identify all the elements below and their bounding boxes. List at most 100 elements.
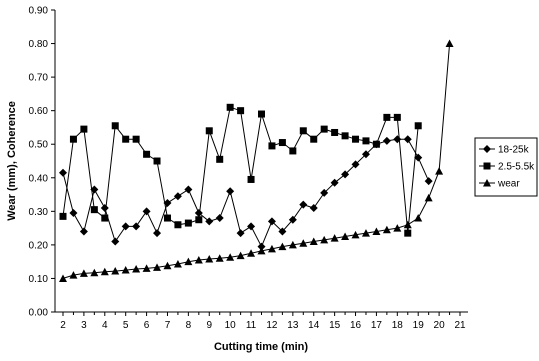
data-point-diamond	[236, 229, 245, 238]
data-point-square	[320, 125, 328, 133]
data-point-triangle	[330, 234, 339, 242]
data-point-triangle	[111, 267, 120, 275]
data-point-diamond	[205, 217, 214, 226]
data-point-triangle	[320, 235, 329, 244]
data-point-square	[237, 107, 245, 115]
data-point-diamond	[267, 217, 276, 226]
data-point-square	[101, 214, 109, 222]
data-point-diamond	[288, 215, 297, 224]
data-point-square	[352, 135, 360, 143]
data-point-triangle	[435, 167, 444, 175]
data-point-diamond	[59, 168, 67, 177]
data-point-triangle	[267, 244, 276, 253]
data-point-square	[90, 206, 98, 214]
y-tick-label: 0.30	[29, 207, 49, 218]
data-point-diamond	[299, 200, 308, 209]
data-point-triangle	[100, 267, 109, 276]
x-axis-title: Cutting time (min)	[214, 341, 308, 353]
series-line	[62, 43, 451, 279]
data-point-square	[393, 113, 401, 121]
data-point-triangle	[173, 260, 182, 268]
data-point-triangle	[236, 251, 245, 260]
data-point-square	[331, 128, 339, 136]
data-point-square	[341, 132, 349, 140]
data-point-triangle	[403, 220, 412, 229]
legend-label: 2.5-5.5k	[498, 162, 535, 173]
data-point-square	[372, 140, 380, 148]
data-point-triangle	[299, 239, 308, 247]
data-point-square	[153, 157, 161, 165]
y-tick-label: 0.70	[29, 73, 49, 84]
data-point-diamond	[153, 229, 162, 238]
data-point-diamond	[132, 222, 141, 231]
data-point-square	[132, 135, 140, 143]
y-tick-label: 0.90	[29, 6, 49, 17]
data-point-diamond	[341, 170, 350, 179]
x-tick-label: 20	[434, 320, 446, 331]
y-tick-label: 0.40	[29, 173, 49, 184]
x-tick-label: 12	[266, 320, 278, 331]
data-point-diamond	[330, 178, 339, 187]
y-axis-title: Wear (mm), Coherence	[6, 101, 18, 221]
legend-item: 18-25k	[479, 145, 530, 156]
data-point-diamond	[79, 227, 88, 236]
series-line	[62, 138, 430, 248]
data-point-triangle	[424, 193, 433, 202]
data-point-square	[163, 214, 171, 222]
data-point-square	[59, 212, 67, 220]
data-point-triangle	[142, 264, 151, 272]
data-point-triangle	[153, 263, 162, 271]
series-2.5-5.5k	[59, 103, 422, 237]
data-point-diamond	[121, 222, 130, 231]
data-point-triangle	[341, 232, 350, 240]
data-point-triangle	[59, 274, 67, 282]
x-tick-label: 14	[308, 320, 320, 331]
x-tick-label: 13	[287, 320, 299, 331]
x-tick-label: 6	[144, 320, 150, 331]
data-point-triangle	[132, 265, 141, 273]
x-tick-label: 3	[81, 320, 87, 331]
data-point-square	[268, 142, 276, 150]
data-point-diamond	[424, 177, 433, 186]
data-point-square	[195, 216, 203, 224]
y-ticks: 0.00 0.10 0.20 0.30 0.40 0.50 0.60 0.70 0.80 0.90	[29, 6, 55, 319]
data-point-triangle	[382, 225, 391, 234]
data-point-square	[278, 139, 286, 147]
data-point-square	[362, 137, 370, 145]
legend-marker-square	[483, 162, 491, 170]
data-point-diamond	[382, 136, 391, 145]
y-tick-label: 0.20	[29, 240, 49, 251]
data-point-square	[205, 127, 213, 135]
data-point-diamond	[403, 135, 412, 144]
legend-items: 18-25k 2.5-5.5k wear	[479, 145, 535, 190]
x-tick-label: 5	[123, 320, 129, 331]
data-point-diamond	[320, 188, 329, 197]
data-point-triangle	[361, 229, 370, 237]
data-point-diamond	[69, 209, 78, 218]
x-tick-label: 7	[165, 320, 171, 331]
series-group	[59, 39, 454, 282]
data-point-triangle	[69, 271, 78, 279]
data-point-triangle	[194, 255, 203, 264]
data-point-triangle	[184, 257, 193, 266]
x-tick-label: 2	[60, 320, 66, 331]
y-tick-label: 0.60	[29, 106, 49, 117]
legend-marker-triangle	[483, 179, 491, 187]
legend-item: wear	[479, 179, 520, 190]
data-point-diamond	[257, 242, 266, 251]
data-point-square	[383, 113, 391, 121]
data-point-diamond	[173, 192, 182, 201]
data-point-diamond	[194, 209, 203, 218]
data-point-triangle	[393, 224, 402, 232]
data-point-triangle	[79, 269, 88, 277]
y-tick-label: 0.10	[29, 274, 49, 285]
legend-marker-diamond	[483, 145, 491, 153]
y-tick-label: 0.80	[29, 39, 49, 50]
data-point-square	[310, 135, 318, 143]
data-point-square	[143, 150, 151, 158]
data-point-square	[69, 135, 77, 143]
data-point-triangle	[215, 254, 224, 262]
data-point-square	[216, 155, 224, 163]
data-point-square	[404, 229, 412, 237]
